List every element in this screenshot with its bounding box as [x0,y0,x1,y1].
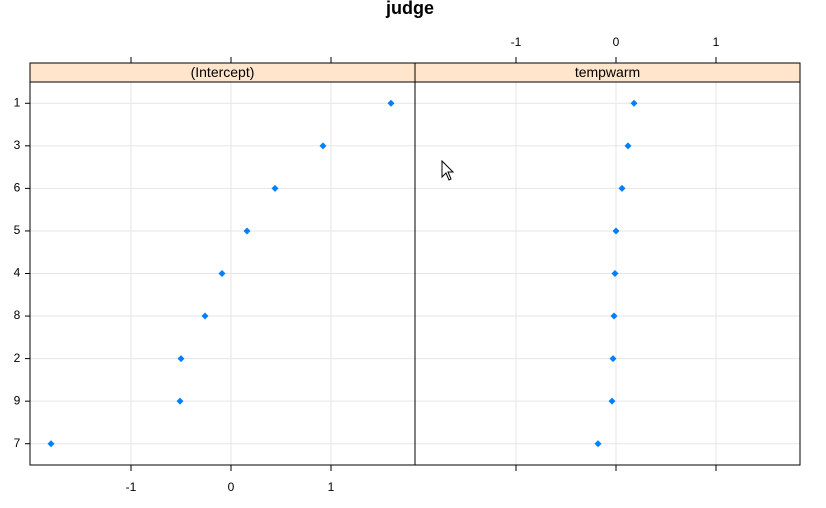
point [608,397,616,405]
y-tick-label: 3 [14,138,21,152]
y-tick-label: 6 [14,181,21,195]
point [630,99,638,107]
point [624,142,632,150]
y-tick-label: 2 [14,351,21,365]
point [612,227,620,235]
y-tick-label: 4 [14,266,21,280]
point [201,312,209,320]
point [176,397,184,405]
point [618,184,626,192]
y-tick-label: 9 [14,393,21,407]
x-tick-label: 1 [713,35,720,49]
strip-label: (Intercept) [191,64,255,80]
point [609,355,617,363]
point [387,99,395,107]
point [218,270,226,277]
cursor [441,159,455,181]
point [611,270,619,277]
chart-title: judge [385,0,434,18]
point [271,184,279,192]
x-tick-label: -1 [511,35,522,49]
point [243,227,251,235]
panel-border [414,81,801,466]
x-tick-label: -1 [126,480,137,494]
x-tick-label: 0 [613,35,620,49]
y-tick-label: 8 [14,308,21,322]
y-tick-label: 5 [14,223,21,237]
x-tick-label: 1 [328,480,335,494]
strip-label: tempwarm [575,64,640,80]
point [319,142,327,150]
point [47,440,55,448]
y-tick-label: 1 [14,95,21,109]
x-tick-label: 0 [228,480,235,494]
point [594,440,602,448]
y-tick-label: 7 [14,436,21,450]
point [177,355,185,363]
point [610,312,618,320]
